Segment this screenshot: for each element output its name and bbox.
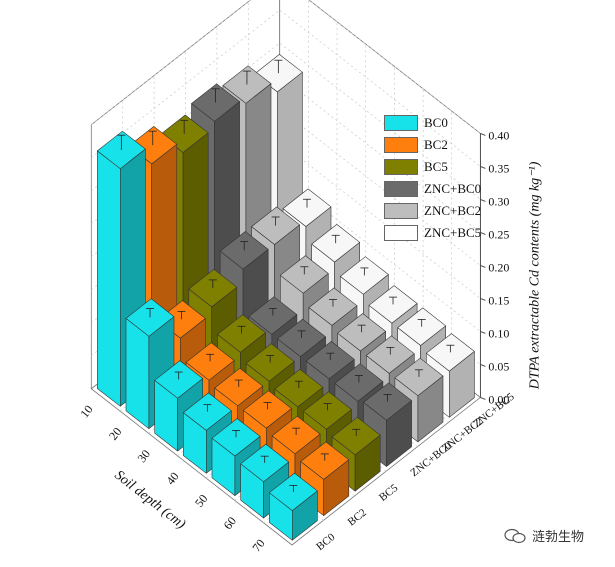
legend-item-bc2: BC2 bbox=[384, 134, 524, 156]
depth-tick-label: 60 bbox=[221, 514, 239, 532]
depth-gridline bbox=[205, 66, 395, 479]
z-tick bbox=[480, 231, 486, 235]
bar-face-top bbox=[282, 188, 332, 227]
bars bbox=[97, 54, 475, 541]
z-tick-label: 0.10 bbox=[488, 326, 509, 340]
legend-item-znc-bc5: ZNC+BC5 bbox=[384, 222, 524, 244]
z-tick-label: 0.00 bbox=[488, 392, 509, 406]
z-tick-label: 0.35 bbox=[488, 161, 509, 175]
bar-face-top bbox=[219, 231, 269, 270]
z-axis-title: DTPA extractable Cd contents (mg kg⁻¹) bbox=[527, 161, 542, 390]
bar-face-top bbox=[277, 318, 326, 357]
legend-swatch bbox=[384, 181, 418, 197]
z-tick bbox=[480, 297, 486, 301]
bar-face-top bbox=[308, 287, 358, 326]
z-tick-label: 0.40 bbox=[488, 128, 509, 142]
legend-label: ZNC+BC2 bbox=[424, 203, 482, 218]
z-tick bbox=[480, 330, 486, 334]
bar-face-top bbox=[363, 382, 412, 421]
bar-face-left bbox=[97, 150, 121, 407]
depth-tick-label: 70 bbox=[249, 536, 267, 554]
bar-face-top bbox=[125, 298, 175, 337]
bar bbox=[268, 472, 318, 541]
z-tick bbox=[480, 165, 486, 169]
z-tick bbox=[480, 363, 486, 367]
z-tick-label: 0.30 bbox=[488, 194, 509, 208]
legend-item-znc-bc0: ZNC+BC0 bbox=[384, 178, 524, 200]
z-tick bbox=[480, 396, 486, 400]
z-tick bbox=[480, 132, 486, 136]
z-axis: 0.00 0.05 0.10 0.15 0.20 0.25 0.30 0.35 0.40 DTPA… bbox=[479, 128, 542, 406]
legend-swatch bbox=[384, 159, 418, 175]
z-tick bbox=[480, 198, 486, 202]
z-tick-label: 0.25 bbox=[488, 227, 509, 241]
depth-tick-label: 30 bbox=[135, 447, 153, 465]
bar-face-top bbox=[425, 333, 475, 372]
depth-tick-label: 40 bbox=[163, 469, 181, 487]
bar-face-top bbox=[268, 472, 318, 511]
bar-face-top bbox=[394, 357, 444, 397]
bar-face-top bbox=[251, 206, 300, 245]
legend-label: BC5 bbox=[424, 159, 448, 174]
legend-label: BC2 bbox=[424, 137, 448, 152]
depth-tick-label: 50 bbox=[192, 492, 210, 510]
legend-item-bc0: BC0 bbox=[384, 112, 524, 134]
depth-gridline bbox=[177, 44, 367, 456]
treatment-tick-label: BC2 bbox=[346, 507, 369, 529]
depth-gridline bbox=[234, 88, 424, 501]
legend-label: ZNC+BC5 bbox=[424, 225, 482, 240]
legend-swatch bbox=[384, 115, 418, 131]
treatment-tick-label: BC0 bbox=[314, 531, 338, 553]
treatment-tick-label: BC5 bbox=[377, 482, 401, 504]
chart-legend: BC0 BC2 BC5 ZNC+BC0 ZNC+BC2 ZNC+BC5 bbox=[384, 112, 524, 244]
bar-face-top bbox=[188, 268, 238, 308]
watermark: 涟勃生物 bbox=[504, 526, 584, 545]
bar-face-left bbox=[125, 318, 150, 430]
legend-swatch bbox=[384, 137, 418, 153]
bar-face-top bbox=[214, 367, 264, 407]
depth-tick-label: 20 bbox=[106, 425, 124, 443]
z-tick-label: 0.20 bbox=[488, 260, 509, 274]
legend-swatch bbox=[384, 203, 418, 219]
bar-face-top bbox=[339, 256, 389, 295]
legend-item-bc5: BC5 bbox=[384, 156, 524, 178]
chat-bubble-icon bbox=[504, 528, 526, 543]
watermark-text: 涟勃生物 bbox=[532, 530, 585, 545]
bar-face-top bbox=[300, 441, 350, 480]
depth-gridline bbox=[148, 21, 338, 434]
depth-tick-label: 10 bbox=[77, 402, 95, 420]
legend-label: BC0 bbox=[424, 115, 448, 130]
legend-item-znc-bc2: ZNC+BC2 bbox=[384, 200, 524, 222]
bar-face-top bbox=[183, 392, 232, 431]
z-tick bbox=[480, 264, 486, 268]
bar-face-top bbox=[245, 343, 295, 382]
z-tick-label: 0.05 bbox=[488, 359, 509, 373]
depth-gridline bbox=[263, 111, 453, 523]
depth-gridline bbox=[119, 0, 309, 412]
bar-face-top bbox=[331, 416, 381, 456]
z-tick-label: 0.15 bbox=[488, 293, 509, 307]
legend-swatch bbox=[384, 225, 418, 241]
legend-label: ZNC+BC0 bbox=[424, 181, 482, 196]
